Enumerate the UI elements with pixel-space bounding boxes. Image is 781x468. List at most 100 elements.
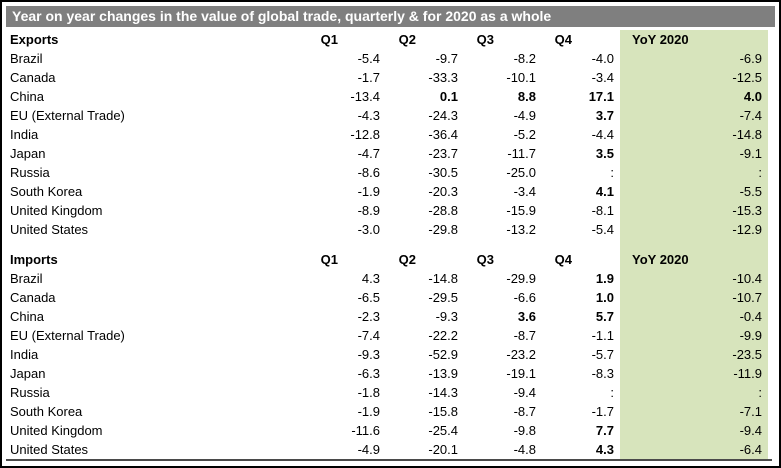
value-cell: -10.1 — [506, 70, 536, 85]
quarter-header-cell: Q3 — [476, 252, 494, 267]
value-cell: -4.7 — [357, 146, 380, 161]
value-cell: -9.3 — [435, 309, 458, 324]
quarter-header-cell: Q2 — [398, 252, 416, 267]
value-cell: 5.7 — [595, 309, 614, 324]
country-cell: EU (External Trade) — [10, 108, 125, 123]
value-cell: -24.3 — [428, 108, 458, 123]
value-cell: -11.7 — [507, 146, 536, 161]
value-cell: -9.7 — [435, 51, 458, 66]
value-cell: -1.1 — [591, 328, 614, 343]
value-cell: -1.9 — [357, 184, 380, 199]
table-row: Russia -1.8 -14.3 -9.4:: — [6, 383, 768, 402]
value-cell: -28.8 — [428, 203, 458, 218]
value-cell: -9.4 — [513, 385, 536, 400]
yoy-value-cell: -0.4 — [620, 307, 768, 326]
section-spacer-row — [6, 239, 768, 250]
table-row: United States -3.0 -29.8 -13.2 -5.4 -12.9 — [6, 220, 768, 239]
value-cell: -12.8 — [350, 127, 380, 142]
value-cell: -3.4 — [513, 184, 536, 199]
value-cell: -8.2 — [513, 51, 536, 66]
value-cell: 4.3 — [595, 442, 614, 457]
value-cell: -8.3 — [591, 366, 614, 381]
table-row: Russia -8.6 -30.5 -25.0:: — [6, 163, 768, 182]
value-cell: -25.0 — [506, 165, 536, 180]
yoy-value-cell: -7.1 — [620, 402, 768, 421]
country-cell: EU (External Trade) — [10, 328, 125, 343]
yoy-value-cell: -14.8 — [620, 125, 768, 144]
table-row: India -9.3 -52.9 -23.2 -5.7 -23.5 — [6, 345, 768, 364]
spacer-cell — [386, 239, 464, 250]
value-cell: -3.4 — [591, 70, 614, 85]
value-cell: -5.2 — [513, 127, 536, 142]
value-cell: -3.0 — [357, 222, 380, 237]
value-cell: -8.7 — [513, 404, 536, 419]
spacer-cell — [542, 239, 620, 250]
value-cell: -22.2 — [428, 328, 458, 343]
value-cell: -8.6 — [357, 165, 380, 180]
value-cell: -4.8 — [513, 442, 536, 457]
section-title-cell: Imports — [10, 252, 58, 267]
value-cell: -30.5 — [428, 165, 458, 180]
table-row: EU (External Trade) -7.4 -22.2 -8.7 -1.1 -9.9 — [6, 326, 768, 345]
value-cell: -13.4 — [350, 89, 380, 104]
table-row: South Korea -1.9 -15.8 -8.7 -1.7 -7.1 — [6, 402, 768, 421]
quarter-header-cell: Q2 — [398, 32, 416, 47]
country-cell: United Kingdom — [10, 423, 103, 438]
section-header-row: Imports Q1 Q2 Q3 Q4 YoY 2020 — [6, 250, 768, 269]
value-cell: -9.8 — [513, 423, 536, 438]
country-cell: Russia — [10, 385, 50, 400]
yoy-value-cell: -12.5 — [620, 68, 768, 87]
quarter-header-cell: Q1 — [320, 252, 338, 267]
value-cell: -5.4 — [357, 51, 380, 66]
value-cell: -1.7 — [357, 70, 380, 85]
value-cell: -33.3 — [428, 70, 458, 85]
value-cell: 1.9 — [595, 271, 614, 286]
country-cell: China — [10, 309, 44, 324]
value-cell: -13.2 — [506, 222, 536, 237]
value-cell: -5.4 — [591, 222, 614, 237]
country-cell: United States — [10, 222, 89, 237]
country-cell: India — [10, 127, 39, 142]
spacer-cell — [302, 239, 386, 250]
value-cell: 3.6 — [517, 309, 536, 324]
value-cell: -8.1 — [591, 203, 614, 218]
value-cell: -6.6 — [513, 290, 536, 305]
quarter-header-cell: Q4 — [554, 32, 572, 47]
value-cell: -29.8 — [428, 222, 458, 237]
yoy-value-cell: -9.1 — [620, 144, 768, 163]
country-cell: South Korea — [10, 184, 83, 199]
yoy-value-cell: : — [620, 163, 768, 182]
value-cell: -13.9 — [428, 366, 458, 381]
spacer-cell — [6, 239, 302, 250]
value-cell: 3.5 — [595, 146, 614, 161]
country-cell: Japan — [10, 146, 46, 161]
spacer-cell — [464, 239, 542, 250]
value-cell: -14.8 — [428, 271, 458, 286]
value-cell: -5.7 — [591, 347, 614, 362]
yoy-value-cell: -6.4 — [620, 440, 768, 459]
value-cell: -15.8 — [428, 404, 458, 419]
value-cell: : — [610, 385, 614, 400]
trade-table: Exports Q1 Q2 Q3 Q4 YoY 2020 Brazil -5.4 -9.7 -8.… — [6, 30, 768, 459]
value-cell: -9.3 — [357, 347, 380, 362]
value-cell: -11.6 — [351, 423, 380, 438]
table-row: Canada -6.5 -29.5 -6.6 1.0 -10.7 — [6, 288, 768, 307]
country-cell: Japan — [10, 366, 46, 381]
yoy-value-cell: 4.0 — [620, 87, 768, 106]
value-cell: -15.9 — [506, 203, 536, 218]
value-cell: -1.9 — [357, 404, 380, 419]
value-cell: -8.9 — [357, 203, 380, 218]
value-cell: -25.4 — [428, 423, 458, 438]
country-cell: Canada — [10, 290, 56, 305]
quarter-header-cell: Q3 — [476, 32, 494, 47]
spacer-cell-yoy — [620, 239, 768, 250]
value-cell: : — [610, 165, 614, 180]
country-cell: United States — [10, 442, 89, 457]
yoy-value-cell: -10.7 — [620, 288, 768, 307]
table-row: China -2.3 -9.3 3.6 5.7 -0.4 — [6, 307, 768, 326]
quarter-header-cell: Q1 — [320, 32, 338, 47]
value-cell: 17.1 — [588, 89, 614, 104]
table-row: EU (External Trade) -4.3 -24.3 -4.9 3.7 -7.4 — [6, 106, 768, 125]
quarter-header-cell: Q4 — [554, 252, 572, 267]
